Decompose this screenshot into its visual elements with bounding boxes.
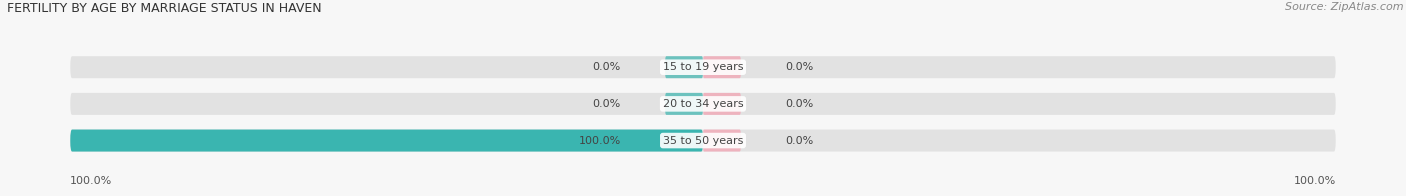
Text: 100.0%: 100.0% xyxy=(1294,176,1336,186)
Text: 15 to 19 years: 15 to 19 years xyxy=(662,62,744,72)
FancyBboxPatch shape xyxy=(703,93,741,115)
FancyBboxPatch shape xyxy=(70,130,703,152)
FancyBboxPatch shape xyxy=(665,93,703,115)
FancyBboxPatch shape xyxy=(665,56,703,78)
Text: 0.0%: 0.0% xyxy=(592,62,621,72)
FancyBboxPatch shape xyxy=(70,93,1336,115)
Text: 0.0%: 0.0% xyxy=(592,99,621,109)
Text: 0.0%: 0.0% xyxy=(785,62,814,72)
Text: 100.0%: 100.0% xyxy=(578,136,621,146)
Text: 20 to 34 years: 20 to 34 years xyxy=(662,99,744,109)
FancyBboxPatch shape xyxy=(703,130,741,152)
Text: 0.0%: 0.0% xyxy=(785,99,814,109)
Text: Source: ZipAtlas.com: Source: ZipAtlas.com xyxy=(1285,2,1403,12)
Text: 35 to 50 years: 35 to 50 years xyxy=(662,136,744,146)
Text: 100.0%: 100.0% xyxy=(70,176,112,186)
Text: 0.0%: 0.0% xyxy=(785,136,814,146)
Text: FERTILITY BY AGE BY MARRIAGE STATUS IN HAVEN: FERTILITY BY AGE BY MARRIAGE STATUS IN H… xyxy=(7,2,322,15)
FancyBboxPatch shape xyxy=(70,130,1336,152)
FancyBboxPatch shape xyxy=(703,56,741,78)
Legend: Married, Unmarried: Married, Unmarried xyxy=(624,195,782,196)
FancyBboxPatch shape xyxy=(70,56,1336,78)
